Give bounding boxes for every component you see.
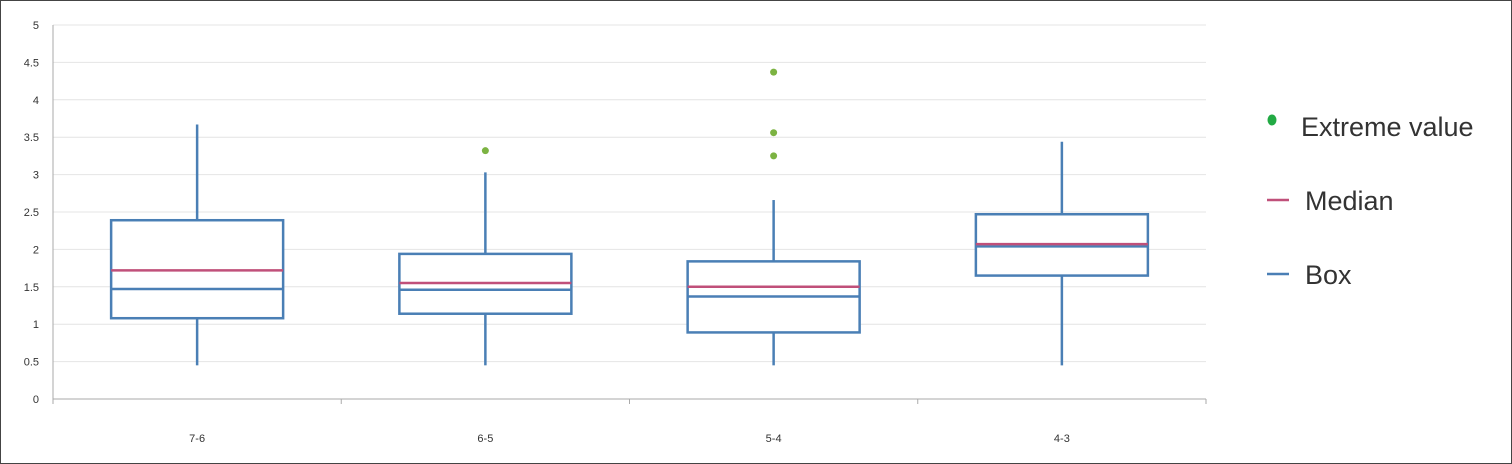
y-tick-label: 1.5: [24, 282, 39, 294]
legend: Extreme value Median Box: [1267, 112, 1474, 290]
legend-marker-dot: [1267, 114, 1277, 126]
y-tick-label: 2.5: [24, 207, 39, 219]
x-tick-label: 6-5: [477, 433, 493, 445]
y-tick-label: 5: [33, 20, 39, 32]
y-tick-label: 3: [33, 170, 39, 182]
legend-item-extreme: Extreme value: [1267, 112, 1474, 142]
y-tick-label: 2: [33, 244, 39, 256]
box-7-6: [109, 124, 285, 366]
axes: [52, 25, 1207, 404]
box-5-4: [686, 68, 861, 366]
y-tick-label: 1: [33, 319, 39, 331]
y-tick-labels: 0 0.5 1 1.5 2 2.5 3 3.5 4 4.5 5: [24, 20, 39, 406]
x-tick-label: 5-4: [766, 433, 782, 445]
outlier-point: [770, 129, 778, 137]
box-6-5: [398, 147, 573, 366]
box-4-3: [974, 141, 1150, 366]
legend-item-median: Median: [1267, 186, 1394, 216]
legend-label: Median: [1305, 186, 1394, 216]
x-tick-labels: 7-6 6-5 5-4 4-3: [189, 433, 1070, 445]
y-tick-label: 3.5: [24, 132, 39, 144]
legend-label: Box: [1305, 260, 1352, 290]
y-tick-label: 0: [33, 394, 39, 406]
outlier-point: [770, 152, 778, 160]
x-tick-label: 4-3: [1054, 433, 1070, 445]
outlier-point: [481, 147, 489, 155]
x-tick-label: 7-6: [189, 433, 205, 445]
box-series: [109, 68, 1150, 366]
legend-label: Extreme value: [1301, 112, 1474, 142]
y-tick-label: 4: [33, 95, 39, 107]
legend-item-box: Box: [1267, 260, 1352, 290]
y-tick-label: 0.5: [24, 357, 39, 369]
outlier-point: [770, 68, 778, 76]
y-tick-label: 4.5: [24, 57, 39, 69]
